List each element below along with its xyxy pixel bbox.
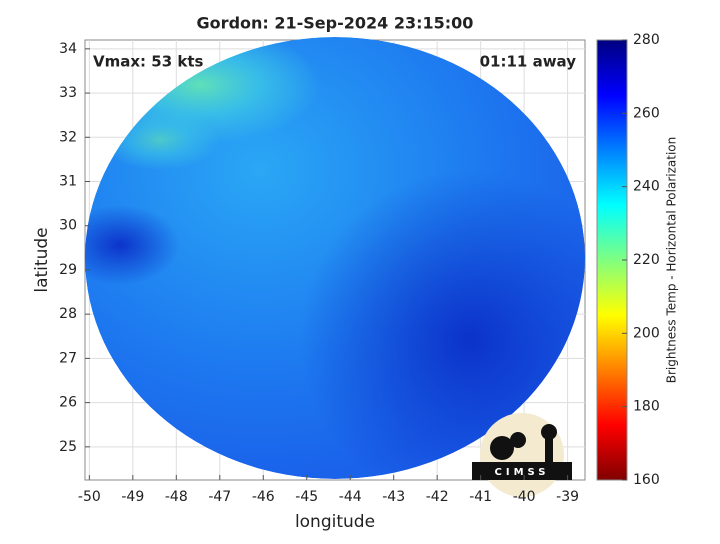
logo-text: CIMSS [495, 467, 550, 478]
colorbar-tick-label: 260 [633, 105, 660, 121]
y-axis-label: latitude [32, 227, 52, 292]
y-tick-label: 25 [59, 439, 77, 455]
x-tick-label: -48 [165, 489, 188, 505]
annotation: 01:11 away [480, 53, 577, 71]
colorbar-tick-label: 220 [633, 252, 660, 268]
y-tick-label: 30 [59, 218, 77, 234]
logo: CIMSS [472, 413, 572, 497]
y-tick-label: 26 [59, 395, 77, 411]
y-tick-label: 33 [59, 85, 77, 101]
x-tick-label: -47 [208, 489, 231, 505]
colorbar-tick-label: 200 [633, 325, 660, 341]
y-tick-label: 32 [59, 129, 77, 145]
x-tick-label: -40 [513, 489, 536, 505]
colorbar-tick-label: 160 [633, 472, 660, 488]
y-tick-label: 28 [59, 306, 77, 322]
x-tick-label: -43 [382, 489, 405, 505]
colorbar-tick-label: 280 [633, 32, 660, 48]
annotation: Vmax: 53 kts [93, 53, 203, 71]
colorbar-tick-label: 180 [633, 399, 660, 415]
x-tick-label: -50 [78, 489, 101, 505]
colorbar-tick-label: 240 [633, 179, 660, 195]
x-tick-label: -46 [252, 489, 275, 505]
x-tick-label: -44 [339, 489, 362, 505]
y-tick-label: 29 [59, 262, 77, 278]
x-tick-label: -45 [295, 489, 318, 505]
x-tick-label: -49 [121, 489, 144, 505]
y-tick-label: 31 [59, 174, 77, 190]
x-tick-label: -39 [556, 489, 579, 505]
x-tick-label: -42 [426, 489, 449, 505]
y-tick-label: 34 [59, 41, 77, 57]
x-axis-label: longitude [295, 512, 375, 532]
colorbar-label: Brightness Temp - Horizontal Polarizatio… [665, 137, 679, 384]
y-tick-label: 27 [59, 350, 77, 366]
x-tick-label: -41 [469, 489, 492, 505]
chart-title: Gordon: 21-Sep-2024 23:15:00 [197, 14, 474, 33]
